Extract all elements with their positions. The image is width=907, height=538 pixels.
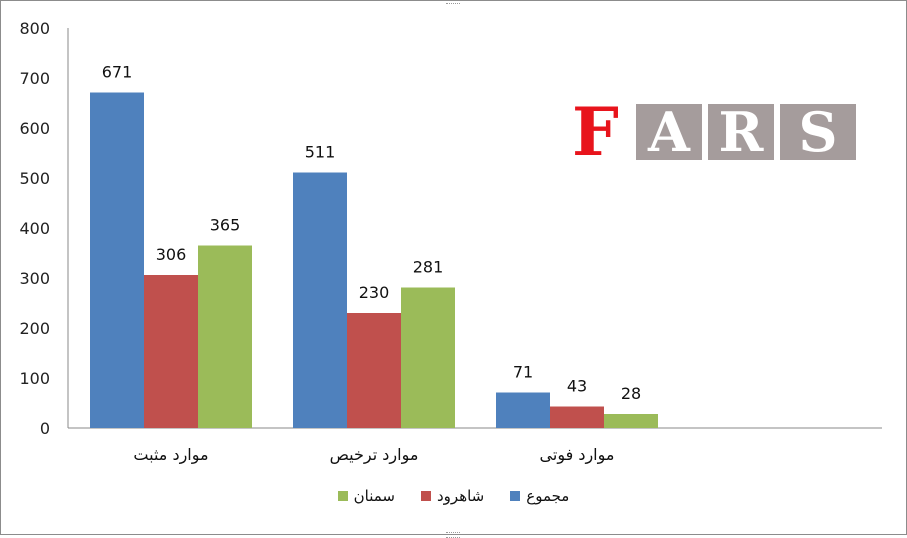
legend-swatch xyxy=(421,491,431,501)
resize-grip-bottom[interactable] xyxy=(446,532,460,538)
logo-letter-s: S xyxy=(780,104,856,160)
bar xyxy=(496,392,550,428)
y-tick-label: 0 xyxy=(40,419,50,438)
data-label: 43 xyxy=(567,377,587,396)
legend: سمنان شاهرود مجموع xyxy=(0,487,907,505)
bar xyxy=(347,313,401,428)
data-label: 71 xyxy=(513,363,533,382)
data-label: 230 xyxy=(359,283,390,302)
y-tick-label: 500 xyxy=(19,169,50,188)
data-label: 511 xyxy=(305,143,336,162)
bars xyxy=(90,92,658,428)
legend-item-series-1: مجموع xyxy=(510,487,569,505)
fars-logo: F A R S xyxy=(572,93,856,171)
y-tick-label: 100 xyxy=(19,369,50,388)
legend-label: شاهرود xyxy=(437,487,485,505)
legend-swatch xyxy=(337,491,348,501)
logo-letter-f: F xyxy=(572,93,619,171)
resize-grip-top[interactable] xyxy=(446,0,460,4)
y-tick-label: 400 xyxy=(19,219,50,238)
y-tick-label: 700 xyxy=(19,69,50,88)
legend-label: سمنان xyxy=(353,487,395,505)
logo-letter-a: A xyxy=(636,104,702,160)
bar-chart: 0 100 200 300 400 500 600 700 800 موارد مثبت موارد… xyxy=(19,19,882,465)
category-label: موارد ترخیص xyxy=(330,445,419,465)
bar xyxy=(144,275,198,428)
data-label: 671 xyxy=(102,63,133,82)
category-label: موارد فوتی xyxy=(540,445,615,465)
bar xyxy=(293,172,347,428)
bar xyxy=(198,245,252,428)
legend-swatch xyxy=(510,491,521,501)
data-labels: 671 306 365 511 230 281 71 43 28 xyxy=(102,63,641,404)
bar xyxy=(604,414,658,428)
category-label: موارد مثبت xyxy=(133,445,208,465)
axes: 0 100 200 300 400 500 600 700 800 موارد مثبت موارد… xyxy=(19,19,882,465)
legend-label: مجموع xyxy=(526,487,570,505)
legend-item-series-3: سمنان xyxy=(337,487,395,505)
y-tick-label: 200 xyxy=(19,319,50,338)
legend-item-series-2: شاهرود xyxy=(421,487,484,505)
data-label: 28 xyxy=(621,384,641,403)
data-label: 365 xyxy=(210,216,241,235)
bar xyxy=(401,287,455,428)
bar xyxy=(550,406,604,428)
y-tick-label: 600 xyxy=(19,119,50,138)
logo-letter-r: R xyxy=(708,104,774,160)
y-tick-label: 800 xyxy=(19,19,50,38)
data-label: 281 xyxy=(413,258,444,277)
bar xyxy=(90,92,144,428)
data-label: 306 xyxy=(156,245,187,264)
y-tick-label: 300 xyxy=(19,269,50,288)
